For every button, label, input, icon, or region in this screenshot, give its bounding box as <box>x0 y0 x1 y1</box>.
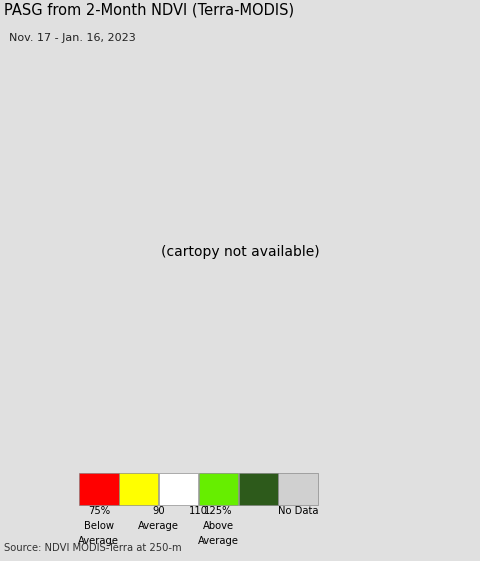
Text: Source: NDVI MODIS-Terra at 250-m: Source: NDVI MODIS-Terra at 250-m <box>4 543 181 553</box>
Bar <box>239 473 278 505</box>
Text: No Data: No Data <box>278 507 318 517</box>
Text: 110: 110 <box>189 507 208 517</box>
Bar <box>278 473 318 505</box>
Bar <box>119 473 158 505</box>
Text: 125%: 125% <box>204 507 233 517</box>
Text: Average: Average <box>138 521 179 531</box>
Text: 75%: 75% <box>88 507 110 517</box>
Text: 90: 90 <box>152 507 165 517</box>
Text: PASG from 2-Month NDVI (Terra-MODIS): PASG from 2-Month NDVI (Terra-MODIS) <box>4 2 294 17</box>
Bar <box>199 473 238 505</box>
Text: Average: Average <box>198 536 239 545</box>
Text: Nov. 17 - Jan. 16, 2023: Nov. 17 - Jan. 16, 2023 <box>9 33 135 43</box>
Text: Average: Average <box>78 536 120 545</box>
Text: Above: Above <box>203 521 234 531</box>
Bar <box>79 473 119 505</box>
Text: (cartopy not available): (cartopy not available) <box>161 245 319 259</box>
Text: Below: Below <box>84 521 114 531</box>
Bar <box>159 473 198 505</box>
